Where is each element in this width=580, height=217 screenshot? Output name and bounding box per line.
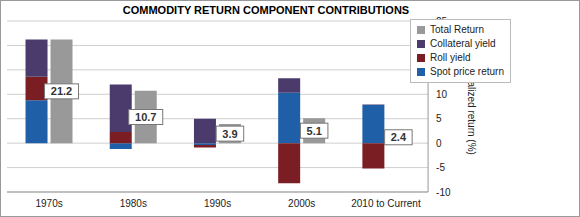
svg-text:1980s: 1980s (120, 198, 147, 209)
svg-text:-5: -5 (436, 162, 445, 173)
svg-text:2.4: 2.4 (391, 131, 407, 143)
svg-text:10: 10 (436, 89, 448, 100)
svg-text:-10: -10 (436, 187, 451, 198)
svg-text:1990s: 1990s (204, 198, 231, 209)
svg-text:15: 15 (436, 64, 448, 75)
svg-text:2010 to Current: 2010 to Current (351, 198, 421, 209)
svg-text:Annualized return (%): Annualized return (%) (466, 58, 477, 155)
svg-text:3.9: 3.9 (222, 128, 237, 140)
svg-text:5.1: 5.1 (307, 125, 322, 137)
svg-text:21.2: 21.2 (51, 85, 72, 97)
svg-text:2000s: 2000s (288, 198, 315, 209)
svg-text:5: 5 (436, 113, 442, 124)
svg-text:20: 20 (436, 40, 448, 51)
svg-text:25: 25 (436, 16, 448, 27)
svg-text:10.7: 10.7 (135, 111, 156, 123)
svg-text:0: 0 (436, 138, 442, 149)
svg-text:1970s: 1970s (35, 198, 62, 209)
